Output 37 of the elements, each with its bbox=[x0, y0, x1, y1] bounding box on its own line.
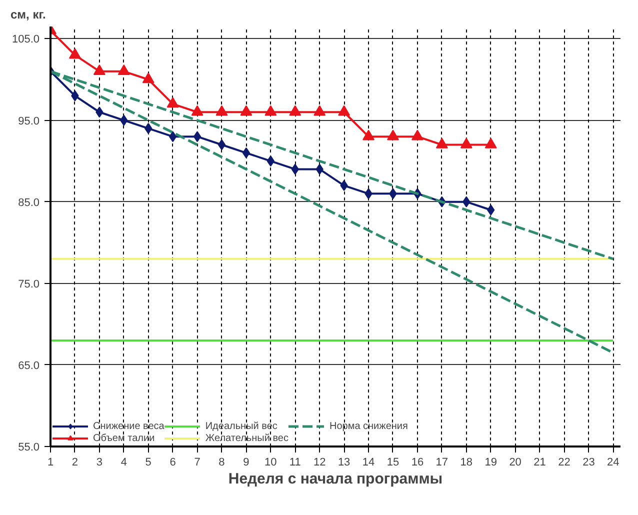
y-tick-label: 85.0 bbox=[18, 196, 40, 209]
x-tick-label: 4 bbox=[120, 456, 127, 468]
x-tick-label: 9 bbox=[243, 456, 250, 468]
legend-label: Желательный вес bbox=[205, 432, 288, 444]
x-tick-label: 12 bbox=[313, 456, 326, 468]
x-tick-label: 5 bbox=[145, 456, 152, 468]
y-tick-label: 65.0 bbox=[18, 360, 40, 372]
y-tick-label: 95.0 bbox=[18, 115, 40, 128]
legend-label: Норма снижения bbox=[329, 420, 408, 432]
x-tick-label: 11 bbox=[289, 456, 301, 468]
x-tick-label: 10 bbox=[264, 456, 277, 468]
x-tick-label: 21 bbox=[534, 456, 546, 468]
y-axis-title: см, кг. bbox=[10, 8, 46, 22]
x-tick-label: 6 bbox=[170, 456, 176, 468]
x-axis-title: Неделя с начала программы bbox=[228, 470, 443, 488]
x-tick-label: 17 bbox=[436, 456, 448, 468]
y-tick-label: 105.0 bbox=[12, 34, 40, 46]
x-tick-label: 2 bbox=[72, 456, 78, 468]
x-tick-label: 22 bbox=[558, 456, 570, 468]
x-tick-label: 8 bbox=[218, 456, 225, 468]
x-tick-label: 23 bbox=[582, 456, 595, 468]
x-tick-label: 19 bbox=[484, 456, 497, 468]
legend-label: Объем талии bbox=[93, 432, 155, 444]
x-tick-label: 16 bbox=[411, 456, 424, 468]
x-tick-label: 7 bbox=[194, 456, 200, 468]
y-tick-label: 55.0 bbox=[18, 442, 40, 454]
x-tick-label: 24 bbox=[607, 456, 620, 468]
x-tick-label: 14 bbox=[362, 456, 375, 468]
x-tick-label: 20 bbox=[509, 456, 522, 468]
legend-label: Снижение веса bbox=[93, 420, 164, 432]
x-tick-label: 13 bbox=[338, 456, 350, 468]
x-tick-label: 1 bbox=[47, 456, 54, 468]
x-tick-label: 15 bbox=[386, 456, 400, 468]
y-tick-label: 75.0 bbox=[18, 278, 40, 290]
x-tick-label: 3 bbox=[96, 456, 102, 468]
x-tick-label: 18 bbox=[460, 456, 473, 468]
legend-label: Идеальный вес bbox=[205, 420, 278, 432]
